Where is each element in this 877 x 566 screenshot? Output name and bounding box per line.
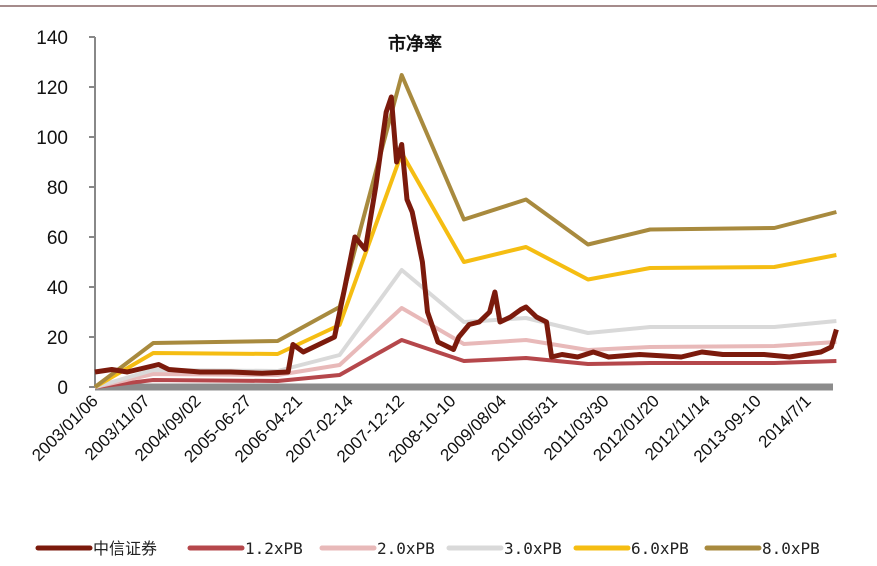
legend-item: 8.0xPB <box>704 539 820 558</box>
series-line-2.0xPB <box>94 306 837 389</box>
series-line-6.0xPB <box>93 151 837 389</box>
x-axis: 2003/01/062003/11/072004/09/022005-06-27… <box>28 383 833 466</box>
legend-label: 中信证券 <box>93 539 157 558</box>
legend-item: 1.2xPB <box>187 539 303 558</box>
y-tick-label: 140 <box>36 28 68 49</box>
legend-item: 2.0xPB <box>319 539 435 558</box>
y-tick-label: 40 <box>47 278 68 299</box>
y-axis: 0 20 40 60 80 100 120 140 <box>36 28 96 399</box>
chart-title: 市净率 <box>388 33 442 55</box>
legend-label: 2.0xPB <box>377 539 435 558</box>
legend-item: 3.0xPB <box>446 539 562 558</box>
legend: 中信证券 1.2xPB 2.0xPB 3.0xPB 6.0xPB 8.0xPB <box>35 539 820 558</box>
legend-item: 中信证券 <box>35 539 157 558</box>
y-tick-label: 80 <box>47 178 68 199</box>
top-border-line <box>0 5 877 7</box>
series-line-1.2xPB <box>94 338 837 389</box>
series-lines <box>93 73 839 389</box>
x-tick-label: 2014/7/1 <box>755 391 815 451</box>
y-tick-label: 0 <box>57 378 68 399</box>
legend-label: 8.0xPB <box>762 539 820 558</box>
series-line-中信证券 <box>94 94 839 376</box>
legend-label: 3.0xPB <box>504 539 562 558</box>
y-tick-label: 20 <box>47 328 68 349</box>
y-tick-label: 60 <box>47 228 68 249</box>
y-tick-label: 100 <box>36 128 68 149</box>
y-tick-label: 120 <box>36 78 68 99</box>
legend-item: 6.0xPB <box>573 539 689 558</box>
series-line-8.0xPB <box>93 73 837 389</box>
legend-label: 6.0xPB <box>631 539 689 558</box>
legend-label: 1.2xPB <box>245 539 303 558</box>
